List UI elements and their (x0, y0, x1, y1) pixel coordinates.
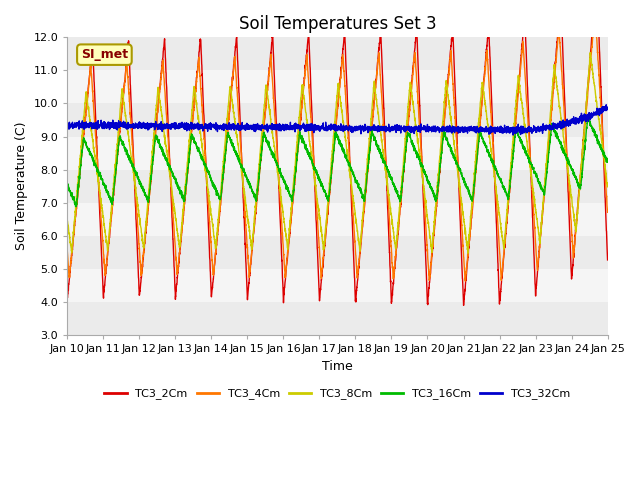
TC3_8Cm (604, 183, 611, 189)
Bar (67, 136, 607, 169)
TC3_16Cm (179, 194, 187, 200)
Bar (67, 104, 607, 136)
TC3_2Cm (460, 302, 467, 308)
X-axis label: Time: Time (322, 360, 353, 372)
TC3_4Cm (461, 278, 469, 284)
Title: Soil Temperatures Set 3: Soil Temperatures Set 3 (239, 15, 436, 33)
TC3_2Cm (604, 257, 611, 263)
Legend: TC3_2Cm, TC3_4Cm, TC3_8Cm, TC3_16Cm, TC3_32Cm: TC3_2Cm, TC3_4Cm, TC3_8Cm, TC3_16Cm, TC3… (100, 384, 575, 404)
TC3_16Cm (390, 181, 398, 187)
TC3_2Cm (214, 223, 222, 228)
Text: SI_met: SI_met (81, 48, 128, 61)
TC3_16Cm (63, 183, 71, 189)
Line: TC3_2Cm: TC3_2Cm (67, 0, 607, 305)
TC3_4Cm (390, 268, 398, 274)
Line: TC3_4Cm: TC3_4Cm (67, 12, 607, 281)
TC3_8Cm (390, 233, 398, 239)
TC3_16Cm (604, 158, 611, 164)
TC3_8Cm (63, 218, 71, 224)
TC3_4Cm (179, 215, 187, 220)
TC3_4Cm (591, 10, 599, 15)
TC3_2Cm (390, 274, 398, 280)
TC3_32Cm (214, 124, 222, 130)
TC3_16Cm (552, 133, 560, 139)
TC3_32Cm (399, 125, 407, 131)
Line: TC3_16Cm: TC3_16Cm (67, 117, 607, 207)
Y-axis label: Soil Temperature (C): Soil Temperature (C) (15, 122, 28, 251)
TC3_4Cm (604, 209, 611, 215)
TC3_32Cm (179, 124, 187, 130)
TC3_16Cm (604, 158, 611, 164)
Line: TC3_32Cm: TC3_32Cm (67, 105, 607, 135)
TC3_8Cm (179, 206, 187, 212)
TC3_2Cm (399, 170, 407, 176)
TC3_2Cm (552, 46, 560, 52)
Bar (67, 71, 607, 104)
TC3_2Cm (179, 216, 187, 221)
TC3_32Cm (604, 106, 611, 112)
Line: TC3_8Cm: TC3_8Cm (67, 53, 607, 253)
TC3_16Cm (214, 191, 222, 197)
TC3_8Cm (604, 184, 611, 190)
Bar (67, 37, 607, 71)
TC3_8Cm (552, 80, 560, 85)
TC3_4Cm (63, 249, 71, 254)
Bar (67, 236, 607, 269)
TC3_16Cm (72, 204, 80, 210)
Bar (67, 169, 607, 203)
TC3_4Cm (399, 171, 407, 177)
TC3_2Cm (604, 254, 611, 260)
TC3_32Cm (602, 102, 610, 108)
TC3_32Cm (390, 126, 398, 132)
TC3_32Cm (552, 121, 560, 127)
TC3_8Cm (214, 216, 222, 222)
TC3_8Cm (586, 50, 594, 56)
Bar (67, 269, 607, 302)
TC3_2Cm (63, 293, 71, 299)
TC3_32Cm (63, 123, 71, 129)
TC3_8Cm (464, 251, 472, 256)
TC3_32Cm (509, 132, 517, 138)
TC3_4Cm (214, 225, 222, 231)
TC3_32Cm (604, 105, 611, 111)
TC3_4Cm (552, 55, 560, 61)
TC3_16Cm (584, 114, 592, 120)
Bar (67, 302, 607, 335)
Bar (67, 203, 607, 236)
TC3_16Cm (400, 168, 408, 174)
TC3_8Cm (399, 158, 407, 164)
TC3_4Cm (604, 208, 611, 214)
